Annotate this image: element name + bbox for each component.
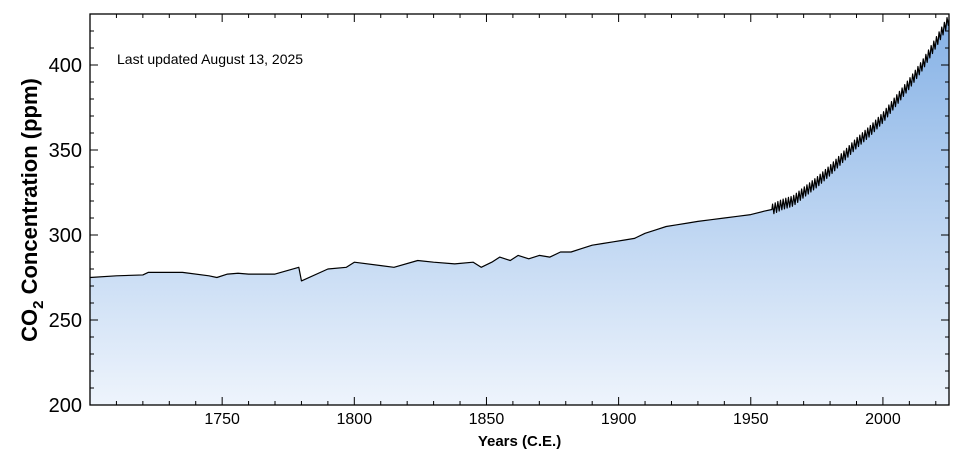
y-tick-label: 350 — [49, 140, 82, 162]
co2-area-fill — [90, 17, 949, 405]
x-tick-label: 1900 — [601, 411, 637, 428]
plot-frame — [89, 13, 950, 406]
x-axis-title: Years (C.E.) — [478, 433, 561, 450]
x-tick-label: 1950 — [733, 411, 769, 428]
y-tick-label: 300 — [49, 225, 82, 247]
y-axis-title: CO2 Concentration (ppm) — [17, 78, 47, 342]
x-tick-label: 1800 — [337, 411, 373, 428]
co2-series-line — [90, 16, 949, 282]
y-tick-label: 250 — [49, 310, 82, 332]
x-tick-label: 2000 — [865, 411, 901, 428]
x-tick-label: 1850 — [469, 411, 505, 428]
x-tick-label: 1750 — [204, 411, 240, 428]
last-updated-annotation: Last updated August 13, 2025 — [117, 51, 303, 67]
y-tick-label: 200 — [49, 395, 82, 417]
axis-ticks: 1750 1800 1850 1900 1950 2000 200 250 300 350 400 — [49, 13, 949, 428]
y-tick-label: 400 — [49, 55, 82, 77]
